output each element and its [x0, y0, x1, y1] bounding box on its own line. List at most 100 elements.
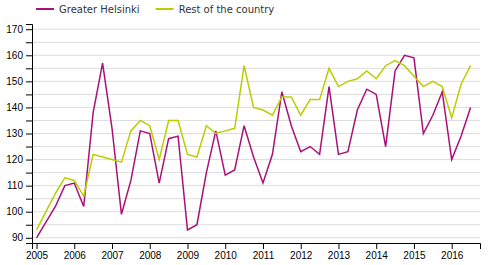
- x-tick-label: 2011: [253, 250, 275, 261]
- x-tick: 2006: [64, 243, 87, 261]
- grid-line: [32, 172, 480, 173]
- y-tick: 90: [12, 232, 32, 243]
- y-tick: 150: [6, 76, 32, 87]
- y-tick-mark: [26, 147, 32, 148]
- y-tick-mark: [26, 68, 32, 69]
- y-tick-mark: [26, 55, 32, 56]
- y-tick-mark: [26, 81, 32, 82]
- legend-label: Rest of the country: [179, 4, 275, 15]
- y-tick: [26, 94, 32, 95]
- y-tick-mark: [26, 238, 32, 239]
- y-tick-mark: [26, 160, 32, 161]
- x-tick: 2014: [366, 243, 389, 261]
- plot: 2005 2006 2007 2008 2009 2010 2011 2012 2013 2014…: [6, 24, 480, 261]
- y-tick-mark: [26, 94, 32, 95]
- y-tick-mark: [26, 107, 32, 108]
- series-line: [37, 61, 471, 230]
- legend-label: Greater Helsinki: [59, 4, 140, 15]
- x-axis: 2005 2006 2007 2008 2009 2010 2011 2012 2013 2014…: [26, 243, 481, 261]
- grid-line: [32, 237, 480, 238]
- grid-line: [32, 42, 480, 43]
- y-tick: [26, 225, 32, 226]
- y-tick-label: 120: [6, 154, 23, 165]
- y-tick: [26, 68, 32, 69]
- lines: [37, 55, 471, 238]
- x-tick-label: 2016: [441, 250, 464, 261]
- grid-line: [32, 133, 480, 134]
- legend-item: Rest of the country: [156, 4, 275, 15]
- y-tick-mark: [26, 29, 32, 30]
- y-tick: [26, 42, 32, 43]
- x-tick: 2015: [403, 243, 426, 261]
- x-tick-mark: [414, 243, 415, 249]
- y-tick-mark: [26, 186, 32, 187]
- x-tick: 2009: [177, 243, 200, 261]
- x-tick-label: 2007: [101, 250, 124, 261]
- y-tick-label: 100: [6, 206, 23, 217]
- x-tick-mark: [74, 243, 75, 249]
- x-tick-mark: [225, 243, 226, 249]
- y-axis-line: [26, 25, 33, 244]
- legend: Greater Helsinki Rest of the country: [36, 4, 274, 15]
- y-tick-mark: [26, 225, 32, 226]
- legend-item: Greater Helsinki: [36, 4, 140, 15]
- x-tick: 2012: [290, 243, 313, 261]
- x-axis-line: [33, 244, 481, 250]
- x-tick-label: 2005: [26, 250, 49, 261]
- grid-line: [32, 185, 480, 186]
- y-tick-mark: [26, 120, 32, 121]
- y-tick: 140: [6, 102, 32, 113]
- x-tick: 2005: [26, 243, 49, 261]
- x-tick-label: 2008: [139, 250, 162, 261]
- grid-line: [32, 224, 480, 225]
- grid-line: [32, 159, 480, 160]
- x-tick: 2007: [101, 243, 124, 261]
- x-tick-label: 2013: [328, 250, 351, 261]
- x-tick-label: 2014: [366, 250, 389, 261]
- grid-line: [32, 120, 480, 121]
- x-tick-mark: [37, 243, 38, 249]
- series-line: [37, 55, 471, 238]
- x-tick-label: 2012: [290, 250, 313, 261]
- x-tick-label: 2015: [403, 250, 426, 261]
- x-tick: 2011: [253, 243, 275, 261]
- y-tick-label: 160: [6, 50, 23, 61]
- x-tick-label: 2009: [177, 250, 200, 261]
- grid-line: [32, 55, 480, 56]
- x-tick: 2008: [139, 243, 162, 261]
- grid-line: [32, 29, 480, 30]
- y-tick-label: 90: [12, 232, 24, 243]
- y-tick-mark: [26, 199, 32, 200]
- grid: [32, 29, 480, 238]
- y-tick-mark: [26, 173, 32, 174]
- y-tick: 160: [6, 50, 32, 61]
- y-tick-mark: [26, 134, 32, 135]
- x-tick: 2016: [441, 243, 464, 261]
- grid-line: [32, 94, 480, 95]
- y-axis: 90100110120130140150160170: [6, 24, 32, 244]
- x-tick-mark: [112, 243, 113, 249]
- x-tick-label: 2006: [64, 250, 87, 261]
- x-tick-mark: [338, 243, 339, 249]
- x-tick-label: 2010: [215, 250, 238, 261]
- legend-swatch: [36, 8, 54, 10]
- x-tick-mark: [376, 243, 377, 249]
- x-tick: 2010: [215, 243, 238, 261]
- x-tick-mark: [150, 243, 151, 249]
- y-tick: 100: [6, 206, 32, 217]
- y-tick: [26, 199, 32, 200]
- y-tick: [26, 147, 32, 148]
- x-tick-mark: [187, 243, 188, 249]
- y-tick-label: 150: [6, 76, 23, 87]
- y-tick-label: 170: [6, 24, 23, 35]
- y-tick: 170: [6, 24, 32, 35]
- y-tick: 130: [6, 128, 32, 139]
- x-tick-mark: [301, 243, 302, 249]
- grid-line: [32, 68, 480, 69]
- y-tick-mark: [26, 212, 32, 213]
- y-tick-mark: [26, 42, 32, 43]
- y-tick: [26, 120, 32, 121]
- x-tick-mark: [452, 243, 453, 249]
- x-tick: 2013: [328, 243, 351, 261]
- legend-swatch: [156, 8, 174, 10]
